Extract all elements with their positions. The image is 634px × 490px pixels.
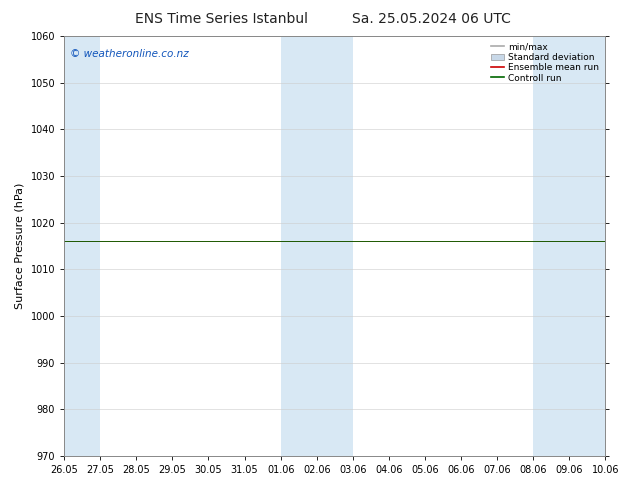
Bar — [533, 36, 569, 456]
Text: © weatheronline.co.nz: © weatheronline.co.nz — [70, 49, 188, 59]
Bar — [281, 36, 317, 456]
Bar — [317, 36, 353, 456]
Bar — [569, 36, 605, 456]
Y-axis label: Surface Pressure (hPa): Surface Pressure (hPa) — [15, 183, 25, 309]
Text: ENS Time Series Istanbul: ENS Time Series Istanbul — [136, 12, 308, 26]
Text: Sa. 25.05.2024 06 UTC: Sa. 25.05.2024 06 UTC — [352, 12, 510, 26]
Legend: min/max, Standard deviation, Ensemble mean run, Controll run: min/max, Standard deviation, Ensemble me… — [489, 41, 601, 84]
Bar — [64, 36, 100, 456]
